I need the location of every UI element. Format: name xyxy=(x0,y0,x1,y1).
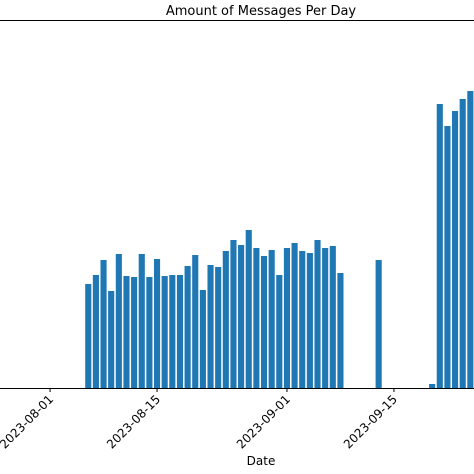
bar xyxy=(115,254,122,388)
bar xyxy=(184,266,191,388)
bar xyxy=(260,256,268,388)
bar xyxy=(322,248,329,388)
x-axis-label: Date xyxy=(247,454,276,468)
bar xyxy=(207,265,214,388)
bar xyxy=(337,273,344,388)
bar xyxy=(215,267,222,388)
bar xyxy=(268,250,275,388)
bar xyxy=(131,277,138,388)
bar xyxy=(100,260,107,388)
bar xyxy=(222,251,229,388)
bar xyxy=(230,240,237,388)
x-tick-label: 2023-09-15 xyxy=(341,392,400,451)
bar xyxy=(108,291,115,388)
x-tick-label: 2023-09-01 xyxy=(234,392,293,451)
bar xyxy=(146,277,153,388)
bar xyxy=(314,240,321,388)
bar xyxy=(153,259,161,388)
bar xyxy=(459,99,466,388)
bar xyxy=(429,384,436,388)
chart-title: Amount of Messages Per Day xyxy=(166,4,357,19)
bar xyxy=(245,230,252,388)
bar xyxy=(276,275,283,388)
x-tick-label: 2023-08-15 xyxy=(104,392,163,451)
bar xyxy=(329,246,336,388)
bar xyxy=(452,111,459,388)
bar xyxy=(123,276,130,388)
bar xyxy=(299,251,306,388)
bar xyxy=(192,255,199,388)
bar xyxy=(169,275,176,388)
bar xyxy=(467,91,474,388)
bar xyxy=(291,243,298,388)
bar xyxy=(138,254,145,388)
bar xyxy=(253,248,260,388)
bar xyxy=(176,275,184,388)
bar xyxy=(85,284,92,388)
bar xyxy=(306,253,313,388)
bar xyxy=(444,126,451,388)
bar xyxy=(283,248,291,388)
bar xyxy=(238,245,245,388)
bar xyxy=(436,104,443,388)
bar xyxy=(161,276,168,388)
bar xyxy=(92,275,99,388)
bar xyxy=(199,290,206,388)
x-tick-label: 2023-08-01 xyxy=(0,392,56,451)
bar xyxy=(375,260,382,388)
